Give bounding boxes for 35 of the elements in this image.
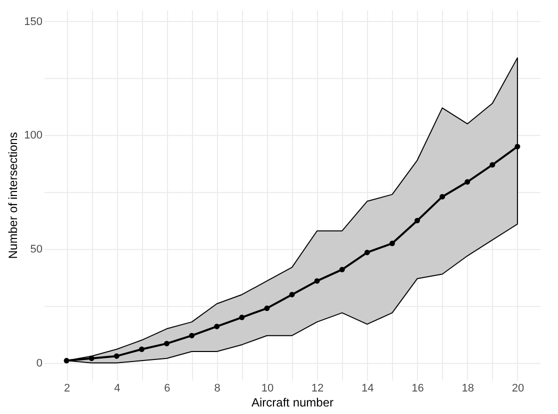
y-axis-title: Number of intersections <box>6 132 20 259</box>
point <box>364 250 370 256</box>
point <box>440 194 446 200</box>
point <box>214 324 220 330</box>
point <box>314 278 320 284</box>
point <box>88 356 94 362</box>
y-tick-label: 150 <box>24 16 42 28</box>
point <box>264 306 270 312</box>
point <box>514 144 520 150</box>
point <box>164 340 170 346</box>
x-tick-label: 18 <box>462 382 474 394</box>
y-tick-label: 0 <box>36 357 42 370</box>
point <box>389 240 395 246</box>
x-tick-label: 12 <box>311 382 324 394</box>
y-tick-label: 50 <box>30 244 42 256</box>
x-tick-label: 6 <box>164 382 170 394</box>
x-tick-label: 16 <box>412 382 424 394</box>
point <box>189 332 195 338</box>
point <box>289 292 295 298</box>
point <box>464 179 470 185</box>
x-tick-label: 20 <box>512 382 524 394</box>
x-tick-label: 2 <box>64 382 70 394</box>
point <box>239 314 245 320</box>
x-tick-label: 14 <box>362 382 374 394</box>
point <box>339 266 345 272</box>
point <box>138 346 144 352</box>
x-tick-label: 8 <box>214 382 220 394</box>
point <box>114 353 120 359</box>
point <box>490 162 496 168</box>
x-tick-label: 10 <box>261 382 274 394</box>
y-tick-label: 100 <box>24 130 42 142</box>
x-tick-label: 4 <box>114 382 120 394</box>
point <box>414 218 420 224</box>
point <box>64 358 70 364</box>
x-axis-title: Aircraft number <box>251 396 334 410</box>
